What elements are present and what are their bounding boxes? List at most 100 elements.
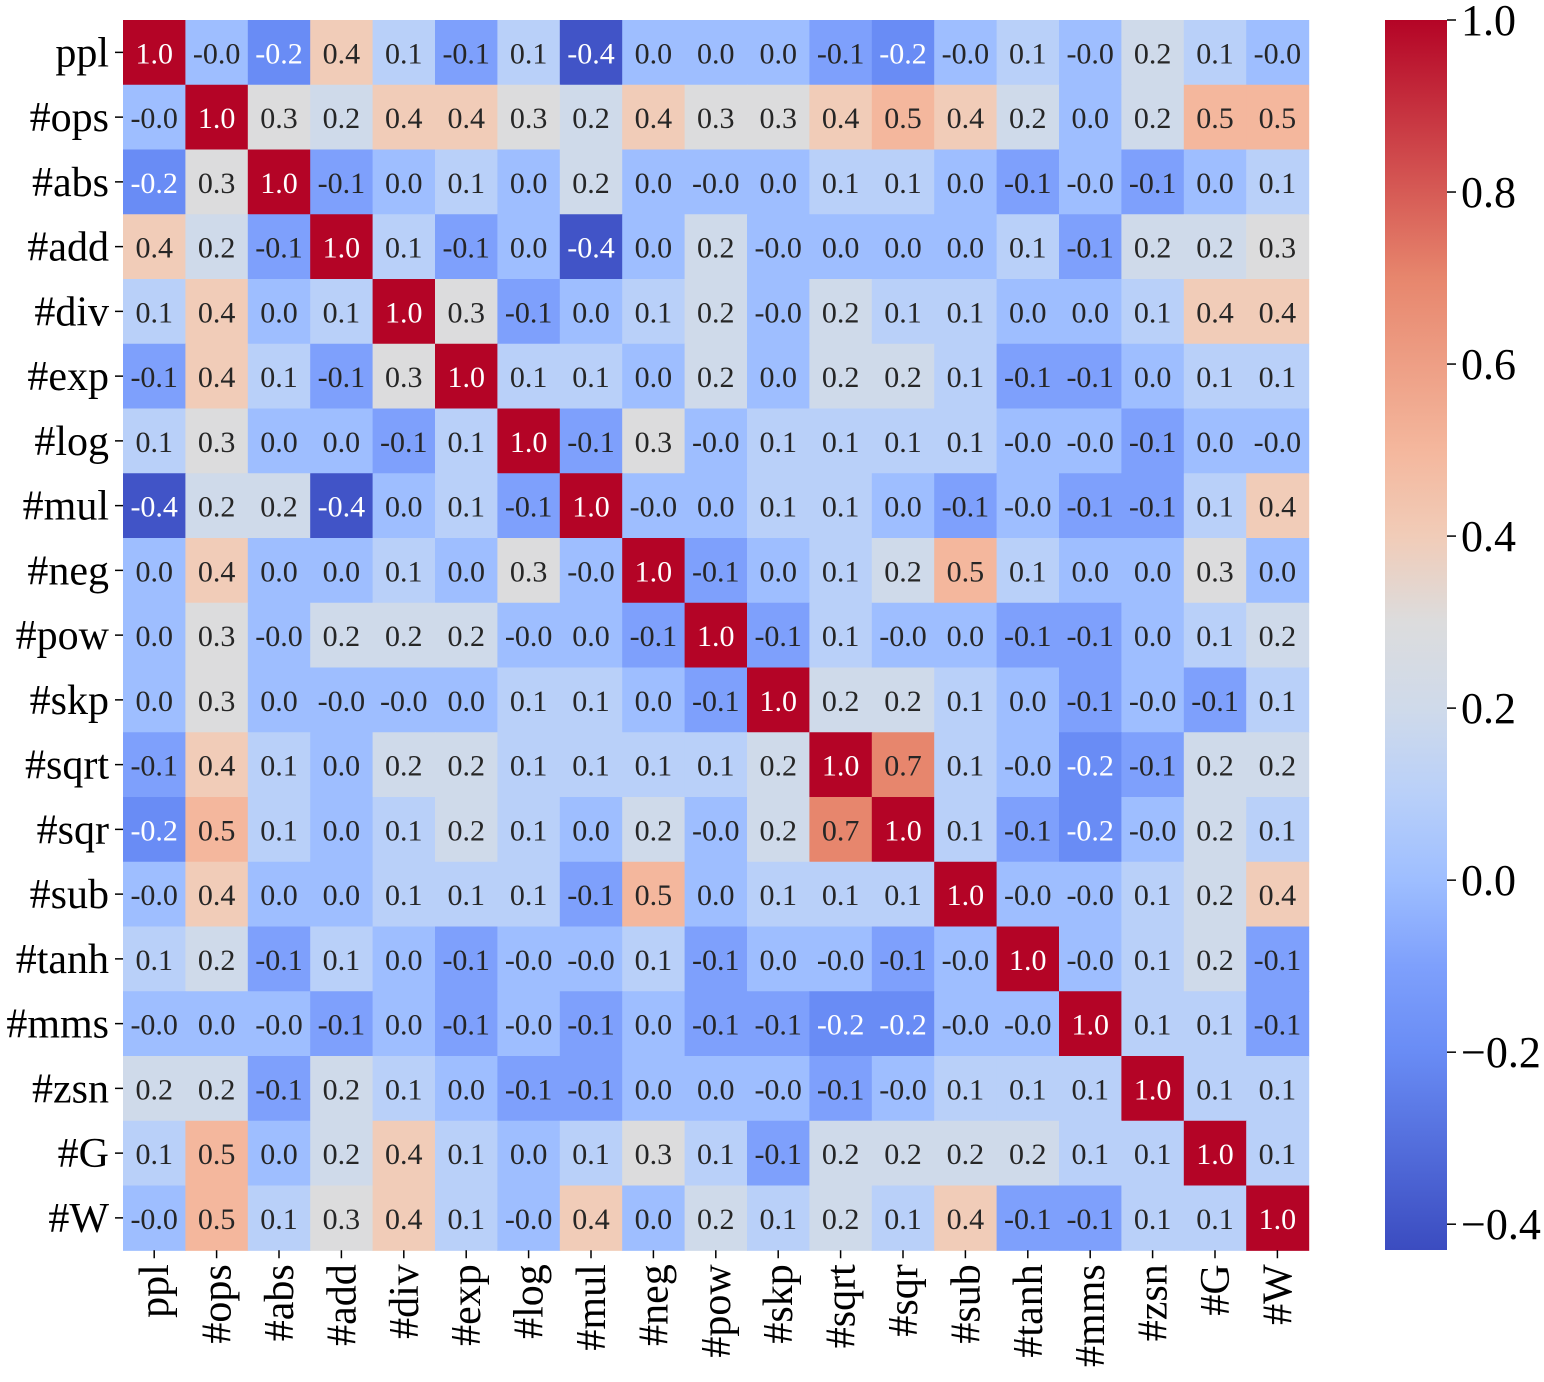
cell-value-label: 0.1	[447, 1203, 485, 1236]
cell-value-label: 0.0	[1009, 685, 1047, 718]
heatmap-cell	[497, 861, 561, 928]
heatmap-cell	[996, 343, 1060, 410]
cell-value-label: 0.0	[884, 491, 922, 524]
cell-value-label: 1.0	[198, 102, 236, 135]
cell-value-label: 0.1	[1259, 361, 1297, 394]
cell-value-label: 1.0	[947, 879, 985, 912]
heatmap-cell	[123, 343, 186, 410]
cell-value-label: 0.0	[135, 555, 173, 588]
heatmap-cell	[996, 667, 1060, 733]
cell-value-label: 0.1	[947, 750, 985, 783]
heatmap-cells: 1.0 -0.0 -0.2 0.4 0.1 -0.1 0.1 -0.4 0.0 0.0 0.0 -0.…	[123, 20, 1310, 1251]
heatmap-cell	[1121, 1120, 1185, 1187]
row-label: #abs	[32, 160, 109, 206]
heatmap-cell	[372, 991, 436, 1057]
heatmap-cell	[372, 20, 436, 86]
cell-value-label: 0.2	[385, 620, 423, 653]
cell-value-label: 0.1	[947, 1073, 985, 1106]
heatmap-cell	[247, 214, 311, 280]
cell-value-label: -0.1	[1004, 361, 1052, 394]
cell-value-label: -0.1	[1254, 944, 1302, 977]
heatmap-cell	[996, 926, 1060, 992]
cell-value-label: 0.0	[385, 1009, 423, 1042]
heatmap-cell	[747, 473, 810, 539]
heatmap-cell	[809, 538, 873, 604]
heatmap-cell	[1121, 732, 1185, 798]
heatmap-cell	[247, 473, 311, 539]
heatmap-cell	[1059, 20, 1122, 86]
heatmap-cell	[435, 926, 498, 992]
heatmap-cell	[622, 20, 686, 86]
heatmap-cell	[934, 732, 998, 798]
cell-value-label: 0.1	[884, 296, 922, 329]
heatmap-cell	[622, 797, 686, 863]
cell-value-label: -0.1	[130, 750, 178, 783]
cell-value-label: 0.0	[323, 426, 361, 459]
cell-value-label: -0.0	[754, 296, 802, 329]
cell-value-label: -0.0	[1004, 750, 1052, 783]
heatmap-cell	[1246, 667, 1310, 733]
cell-value-label: 0.1	[1259, 1138, 1297, 1171]
row-label: #mul	[23, 484, 109, 530]
cell-value-label: -0.0	[255, 620, 303, 653]
cell-value-label: 0.4	[198, 296, 236, 329]
heatmap-cell	[497, 602, 561, 669]
heatmap-cell	[996, 861, 1060, 928]
heatmap-cell	[435, 1185, 498, 1251]
heatmap-cell	[123, 538, 186, 604]
heatmap-cell	[1183, 84, 1247, 151]
cell-value-label: 0.0	[1196, 426, 1234, 459]
heatmap-cell	[622, 1120, 686, 1187]
heatmap-cell	[123, 1185, 186, 1251]
cell-value-label: 0.2	[884, 685, 922, 718]
cell-value-label: 1.0	[1009, 944, 1047, 977]
heatmap-cell	[1121, 473, 1185, 539]
heatmap-cell	[310, 667, 374, 733]
heatmap-cell	[497, 279, 561, 345]
cell-value-label: 0.2	[323, 620, 361, 653]
cell-value-label: 0.2	[884, 361, 922, 394]
heatmap-cell	[1183, 279, 1247, 345]
cell-value-label: -0.1	[1066, 361, 1114, 394]
row-label: #log	[34, 419, 109, 465]
cell-value-label: 0.0	[135, 620, 173, 653]
heatmap-cell	[559, 667, 623, 733]
heatmap-cell	[871, 84, 935, 151]
heatmap-cell	[1246, 1185, 1310, 1251]
heatmap-cell	[809, 926, 873, 992]
cell-value-label: -0.1	[1129, 167, 1177, 200]
heatmap-cell	[871, 538, 935, 604]
heatmap-cell	[435, 84, 498, 151]
heatmap-cell	[684, 149, 748, 215]
cell-value-label: -0.0	[130, 102, 178, 135]
heatmap-cell	[310, 991, 374, 1057]
cell-value-label: 0.1	[884, 879, 922, 912]
heatmap-cell	[684, 1185, 748, 1251]
cell-value-label: 0.0	[1196, 167, 1234, 200]
heatmap-cell	[185, 149, 249, 215]
cell-value-label: 0.1	[1259, 814, 1297, 847]
heatmap-cell	[1121, 84, 1185, 151]
cell-value-label: 1.0	[135, 37, 173, 70]
heatmap-cell	[1059, 602, 1122, 669]
cell-value-label: -0.2	[879, 1009, 927, 1042]
cell-value-label: 0.0	[510, 1138, 548, 1171]
cell-value-label: 0.4	[135, 232, 173, 265]
heatmap-cell	[871, 797, 935, 863]
cell-value-label: 0.2	[198, 944, 236, 977]
heatmap-cell	[747, 602, 810, 669]
heatmap-cell	[996, 602, 1060, 669]
row-label: #mms	[6, 1002, 109, 1048]
cell-value-label: 0.0	[385, 944, 423, 977]
cell-value-label: 0.4	[385, 102, 423, 135]
heatmap-cell	[809, 1185, 873, 1251]
cell-value-label: 0.5	[635, 879, 673, 912]
row-labels: ppl #ops #abs #add #div #exp #log #mul #neg #pow #…	[6, 30, 123, 1242]
heatmap-cell	[871, 667, 935, 733]
heatmap-cell	[747, 861, 810, 928]
heatmap-cell	[934, 1120, 998, 1187]
heatmap-cell	[934, 926, 998, 992]
heatmap-cell	[622, 991, 686, 1057]
heatmap-cell	[185, 84, 249, 151]
colorbar-gradient	[1385, 20, 1447, 1250]
